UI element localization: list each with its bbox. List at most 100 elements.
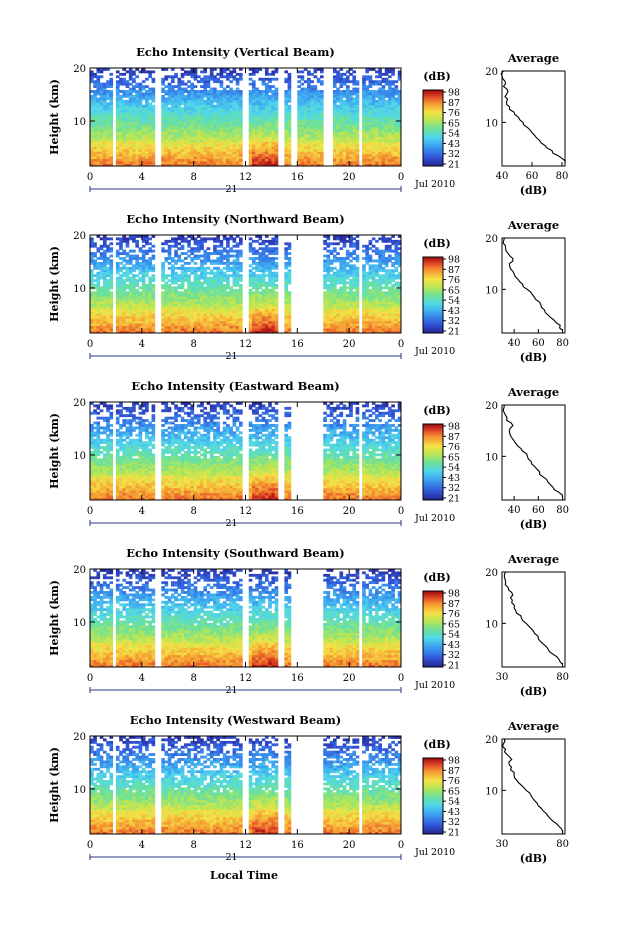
heatmap-cell bbox=[268, 114, 272, 118]
heatmap-cell bbox=[248, 323, 253, 327]
heatmap-cell bbox=[99, 117, 104, 120]
heatmap-cell bbox=[125, 151, 130, 155]
heatmap-cell bbox=[164, 97, 169, 101]
heatmap-cell bbox=[141, 239, 146, 243]
heatmap-cell bbox=[161, 284, 165, 287]
heatmap-cell bbox=[122, 90, 127, 93]
heatmap-cell bbox=[96, 330, 101, 334]
heatmap-cell bbox=[271, 239, 276, 243]
heatmap-cell bbox=[177, 235, 182, 238]
heatmap-cell bbox=[180, 315, 185, 319]
heatmap-cell bbox=[128, 318, 133, 322]
heatmap-cell bbox=[128, 284, 133, 287]
heatmap-cell bbox=[268, 148, 272, 152]
heatmap-cell bbox=[132, 269, 136, 273]
heatmap-cell bbox=[200, 244, 204, 248]
heatmap-cell bbox=[102, 284, 107, 287]
heatmap-cell bbox=[307, 146, 311, 150]
heatmap-cell bbox=[167, 310, 172, 314]
heatmap-cell bbox=[239, 77, 243, 81]
heatmap-cell bbox=[251, 112, 256, 115]
heatmap-cell bbox=[342, 109, 347, 113]
heatmap-cell bbox=[206, 298, 211, 302]
heatmap-cell bbox=[248, 264, 253, 268]
heatmap-cell bbox=[248, 284, 253, 287]
heatmap-cell bbox=[219, 143, 224, 147]
heatmap-cell bbox=[235, 156, 240, 160]
heatmap-cell bbox=[323, 318, 327, 322]
heatmap-cell bbox=[258, 102, 263, 106]
heatmap-cell bbox=[235, 99, 240, 103]
heatmap-cell bbox=[251, 257, 256, 260]
heatmap-cell bbox=[213, 163, 217, 167]
heatmap-cell bbox=[177, 276, 182, 280]
heatmap-cell bbox=[161, 249, 165, 253]
heatmap-cell bbox=[203, 249, 208, 253]
heatmap-cell bbox=[316, 117, 321, 120]
heatmap-cell bbox=[248, 296, 253, 300]
heatmap-cell bbox=[141, 139, 146, 142]
heatmap-cell bbox=[167, 301, 172, 304]
heatmap-cell bbox=[190, 257, 195, 260]
heatmap-cell bbox=[287, 330, 292, 334]
heatmap-cell bbox=[384, 131, 389, 135]
heatmap-cell bbox=[226, 252, 230, 255]
heatmap-cell bbox=[213, 266, 217, 270]
heatmap-cell bbox=[258, 163, 263, 167]
heatmap-cell bbox=[119, 252, 123, 255]
heatmap-cell bbox=[164, 104, 169, 108]
heatmap-cell bbox=[271, 92, 276, 96]
heatmap-cell bbox=[193, 281, 198, 285]
heatmap-cell bbox=[93, 112, 97, 115]
heatmap-cell bbox=[206, 237, 211, 241]
heatmap-cell bbox=[148, 315, 152, 319]
heatmap-cell bbox=[125, 261, 130, 265]
heatmap-cell bbox=[135, 318, 139, 322]
heatmap-cell bbox=[180, 129, 185, 133]
heatmap-cell bbox=[141, 104, 146, 108]
heatmap-cell bbox=[187, 269, 191, 273]
heatmap-cell bbox=[174, 134, 178, 137]
heatmap-cell bbox=[268, 141, 272, 145]
heatmap-cell bbox=[232, 143, 237, 147]
heatmap-cell bbox=[106, 320, 110, 324]
heatmap-cell bbox=[109, 308, 114, 312]
heatmap-cell bbox=[342, 151, 347, 155]
heatmap-cell bbox=[229, 72, 233, 76]
heatmap-cell bbox=[196, 151, 201, 155]
heatmap-cell bbox=[183, 163, 188, 167]
heatmap-cell bbox=[342, 114, 347, 118]
heatmap-cell bbox=[151, 291, 156, 295]
heatmap-cell bbox=[284, 252, 289, 255]
heatmap-cell bbox=[148, 291, 152, 295]
heatmap-cell bbox=[119, 124, 123, 128]
heatmap-cell bbox=[213, 99, 217, 103]
heatmap-cell bbox=[99, 303, 104, 307]
heatmap-cell bbox=[264, 281, 269, 285]
heatmap-cell bbox=[268, 72, 272, 76]
heatmap-cell bbox=[365, 134, 369, 137]
heatmap-cell bbox=[316, 153, 321, 157]
heatmap-cell bbox=[128, 266, 133, 270]
heatmap-cell bbox=[99, 291, 104, 295]
heatmap-cell bbox=[384, 156, 389, 160]
heatmap-cell bbox=[229, 306, 233, 309]
heatmap-cell bbox=[368, 119, 373, 123]
heatmap-cell bbox=[287, 301, 292, 304]
heatmap-cell bbox=[180, 313, 185, 317]
heatmap-cell bbox=[90, 291, 94, 295]
heatmap-cell bbox=[99, 163, 104, 167]
heatmap-cell bbox=[109, 284, 114, 287]
heatmap-cell bbox=[300, 151, 305, 155]
heatmap-cell bbox=[371, 68, 376, 71]
heatmap-cell bbox=[339, 143, 344, 147]
heatmap-cell bbox=[106, 156, 110, 160]
heatmap-cell bbox=[90, 269, 94, 273]
heatmap-cell bbox=[271, 158, 276, 162]
heatmap-cell bbox=[222, 296, 227, 300]
heatmap-cell bbox=[99, 119, 104, 123]
heatmap-cell bbox=[193, 303, 198, 307]
heatmap-cell bbox=[303, 124, 308, 128]
heatmap-cell bbox=[255, 274, 259, 278]
heatmap-cell bbox=[119, 242, 123, 246]
